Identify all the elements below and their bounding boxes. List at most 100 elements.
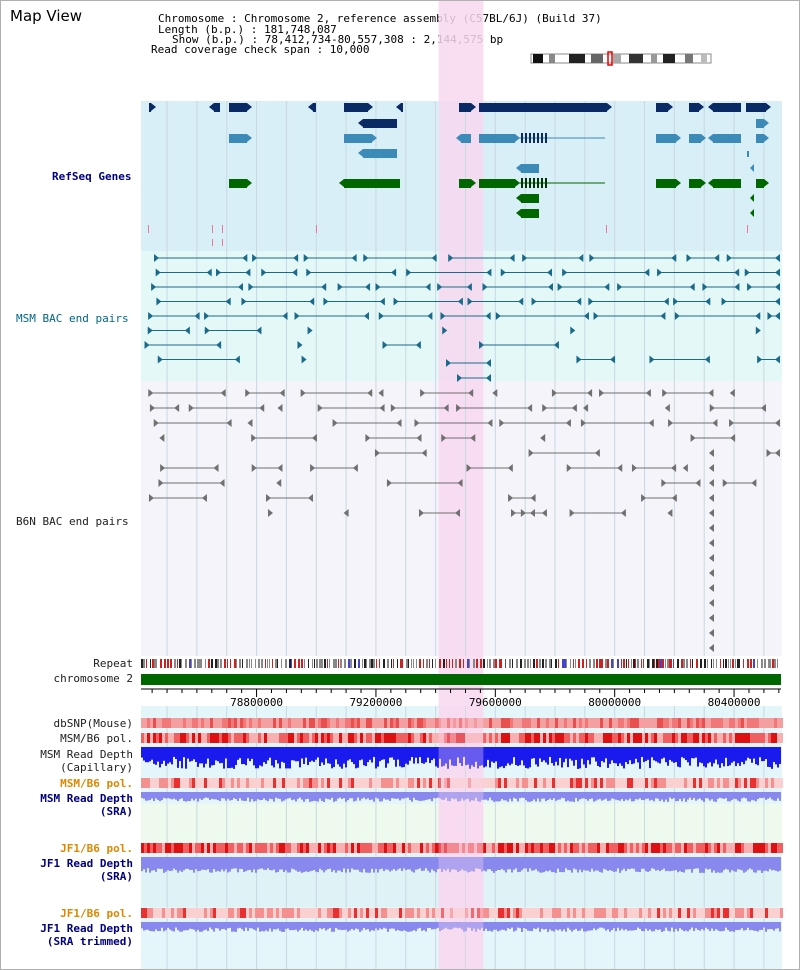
depth-bar	[253, 792, 255, 802]
repeat-element	[611, 659, 613, 668]
track-label-msm-bac[interactable]: MSM BAC end pairs	[16, 312, 129, 325]
heat-cell	[564, 718, 567, 728]
heat-cell	[288, 778, 291, 788]
heat-cell	[189, 778, 192, 788]
track-label-jf1-b6-pol-1[interactable]: JF1/B6 pol.	[60, 842, 133, 855]
depth-bar	[241, 747, 243, 765]
bac-end-pair	[363, 254, 437, 262]
depth-bar	[725, 747, 727, 758]
depth-bar	[299, 857, 301, 872]
depth-bar	[529, 747, 531, 768]
depth-bar	[609, 747, 611, 764]
heat-cell	[513, 843, 516, 853]
heat-cell	[159, 718, 162, 728]
depth-bar	[465, 747, 467, 766]
repeat-element	[369, 659, 371, 668]
heat-cell	[297, 733, 300, 743]
depth-bar	[693, 922, 695, 932]
depth-bar	[237, 792, 239, 801]
heat-cell	[747, 843, 750, 853]
track-label-msm-depth-sra[interactable]: MSM Read Depth	[40, 792, 133, 805]
bac-end-arrow	[589, 254, 595, 262]
heat-cell	[744, 843, 747, 853]
heat-cell	[318, 718, 321, 728]
gene-exon	[756, 179, 764, 188]
depth-bar	[689, 747, 691, 766]
heat-cell	[657, 778, 660, 788]
track-label-jf1-depth-sra[interactable]: JF1 Read Depth	[40, 857, 133, 870]
heat-cell	[570, 733, 573, 743]
track-label-msm-b6-pol-2[interactable]: MSM/B6 pol.	[60, 777, 133, 790]
depth-bar	[603, 857, 605, 869]
bac-end-pair	[204, 312, 288, 320]
heat-cell	[711, 778, 714, 788]
bac-end-arrow	[252, 254, 258, 262]
heat-cell	[297, 718, 300, 728]
bac-end-arrow	[440, 312, 446, 320]
depth-bar	[753, 792, 755, 801]
heat-cell	[177, 778, 180, 788]
heat-cell	[582, 718, 585, 728]
bac-end-arrow	[593, 312, 599, 320]
heat-cell	[432, 718, 435, 728]
track-label-dbsnp[interactable]: dbSNP(Mouse)	[53, 717, 133, 730]
heat-cell	[681, 733, 684, 743]
depth-bar	[503, 747, 505, 769]
depth-bar	[625, 857, 627, 872]
track-label-jf1-b6-pol-2[interactable]: JF1/B6 pol.	[60, 907, 133, 920]
depth-bar	[215, 792, 217, 800]
repeat-element	[601, 659, 603, 668]
heat-cell	[729, 718, 732, 728]
gene-strand-arrow	[396, 103, 401, 111]
depth-bar	[269, 747, 271, 758]
depth-bar	[531, 747, 533, 759]
bac-end-pair	[542, 404, 577, 412]
bac-end-pair	[317, 404, 385, 412]
depth-bar	[459, 922, 461, 928]
depth-bar	[293, 922, 295, 931]
track-label-jf1-depth-trimmed[interactable]: JF1 Read Depth	[40, 922, 133, 935]
depth-bar	[753, 747, 755, 759]
depth-bar	[587, 747, 589, 761]
bac-end-arrow	[604, 283, 610, 291]
bac-end-arrow	[431, 254, 437, 262]
heat-cell	[459, 718, 462, 728]
repeat-element	[690, 659, 691, 668]
heat-cell	[720, 908, 723, 918]
depth-bar	[211, 922, 213, 930]
depth-bar	[445, 747, 447, 764]
depth-bar	[443, 857, 445, 870]
heat-cell	[513, 718, 516, 728]
heat-cell	[714, 718, 717, 728]
depth-bar	[149, 922, 151, 932]
heat-cell	[219, 908, 222, 918]
heat-cell	[735, 733, 738, 743]
bac-end-pair	[657, 268, 740, 277]
heat-cell	[717, 843, 720, 853]
depth-bar	[641, 857, 643, 869]
depth-bar	[487, 857, 489, 870]
depth-bar	[411, 792, 413, 802]
track-label-msm-depth-capillary[interactable]: MSM Read Depth	[40, 748, 133, 761]
repeat-element	[596, 659, 598, 668]
depth-bar	[695, 747, 697, 758]
track-label-b6n-bac[interactable]: B6N BAC end pairs	[16, 515, 129, 528]
depth-bar	[373, 922, 375, 931]
track-label-refseq-genes[interactable]: RefSeq Genes	[52, 170, 132, 183]
depth-bar	[765, 922, 767, 932]
depth-bar	[587, 792, 589, 801]
depth-bar	[291, 857, 293, 869]
repeat-element	[662, 659, 664, 668]
depth-bar	[287, 922, 289, 929]
track-label-repeat[interactable]: Repeat	[93, 657, 133, 670]
repeat-element	[589, 659, 591, 668]
track-label-msm-b6-pol-1[interactable]: MSM/B6 pol.	[60, 732, 133, 745]
depth-bar	[509, 857, 511, 870]
depth-bar	[403, 792, 405, 799]
heat-cell	[375, 908, 378, 918]
heat-cell	[426, 778, 429, 788]
depth-bar	[221, 792, 223, 799]
jf1-b6-pol-heatmap-1	[141, 843, 783, 853]
repeat-element	[150, 659, 151, 668]
